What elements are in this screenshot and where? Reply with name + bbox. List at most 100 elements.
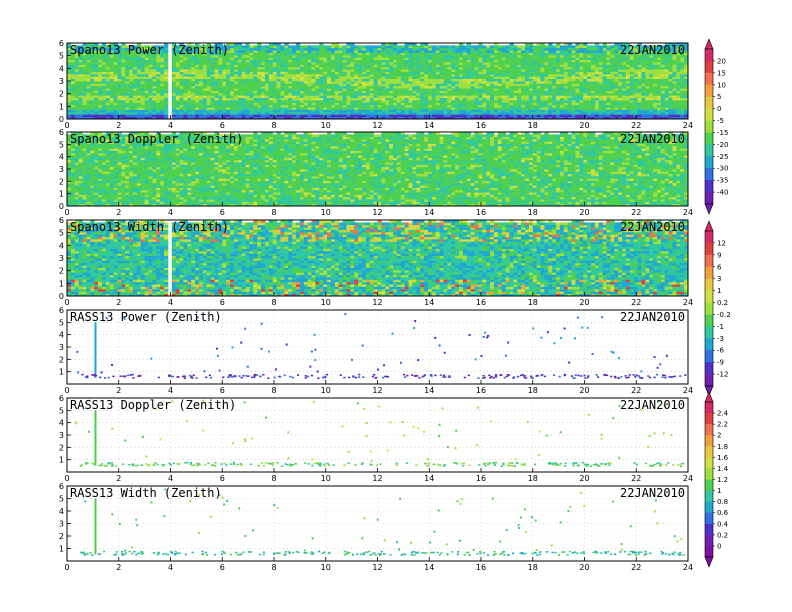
heatmap-cell (136, 90, 142, 94)
heatmap-cell (443, 54, 448, 58)
heatmap-cell (136, 69, 142, 72)
heatmap-cell (330, 109, 336, 113)
heatmap-cell (594, 76, 600, 80)
heatmap-cell (350, 97, 355, 101)
heatmap-cell (451, 81, 456, 84)
heatmap-cell (625, 54, 631, 58)
heatmap-cell (249, 95, 254, 99)
heatmap-cell (552, 76, 557, 80)
heatmap-cell (164, 52, 169, 56)
heatmap-cell (455, 66, 460, 70)
heatmap-cell (664, 57, 669, 61)
heatmap-cell (680, 54, 685, 58)
heatmap-cell (369, 109, 375, 113)
heatmap-cell (614, 50, 619, 53)
heatmap-cell (346, 52, 351, 56)
heatmap-cell (70, 64, 76, 68)
heatmap-cell (385, 66, 390, 70)
heatmap-cell (509, 54, 514, 58)
heatmap-cell (377, 71, 382, 75)
heatmap-cell (303, 100, 309, 103)
heatmap-cell (540, 45, 545, 49)
heatmap-cell (583, 90, 588, 94)
heatmap-cell (187, 43, 192, 46)
heatmap-cell (664, 85, 669, 89)
heatmap-cell (323, 59, 328, 63)
heatmap-cell (198, 92, 204, 96)
heatmap-cell (408, 52, 413, 56)
heatmap-cell (160, 59, 165, 63)
heatmap-cell (82, 57, 87, 61)
heatmap-cell (660, 73, 666, 77)
heatmap-cell (257, 78, 262, 82)
heatmap-cell (307, 76, 312, 80)
heatmap-cell (342, 71, 347, 75)
heatmap-cell (90, 64, 95, 68)
heatmap-cell (598, 111, 604, 115)
heatmap-cell (474, 116, 479, 120)
heatmap-cell (381, 81, 386, 84)
heatmap-cell (618, 111, 623, 115)
heatmap-cell (164, 71, 169, 75)
heatmap-cell (521, 59, 526, 63)
heatmap-cell (637, 111, 642, 115)
heatmap-cell (164, 97, 169, 101)
heatmap-cell (377, 62, 382, 65)
heatmap-cell (373, 109, 378, 113)
heatmap-cell (140, 57, 146, 61)
heatmap-cell (132, 81, 138, 84)
heatmap-cell (660, 111, 666, 115)
heatmap-cell (129, 54, 134, 58)
heatmap-cell (284, 47, 289, 51)
heatmap-cell (606, 52, 611, 56)
heatmap-cell (521, 97, 526, 101)
heatmap-cell (544, 66, 549, 70)
heatmap-cell (393, 95, 398, 99)
heatmap-cell (129, 62, 134, 65)
heatmap-cell (435, 59, 440, 63)
heatmap-cell (493, 73, 499, 77)
heatmap-cell (152, 76, 157, 80)
heatmap-cell (606, 62, 611, 65)
heatmap-cell (272, 62, 277, 65)
heatmap-cell (524, 102, 530, 106)
heatmap-cell (393, 43, 398, 46)
heatmap-cell (435, 47, 440, 51)
heatmap-cell (257, 59, 262, 63)
heatmap-cell (451, 76, 456, 80)
heatmap-cell (389, 85, 394, 89)
heatmap-cell (571, 59, 576, 63)
heatmap-cell (218, 62, 223, 65)
heatmap-cell (567, 114, 572, 118)
heatmap-cell (676, 64, 681, 68)
heatmap-cell (369, 59, 375, 63)
heatmap-cell (327, 95, 332, 99)
heatmap-cell (113, 59, 118, 63)
heatmap-cell (587, 57, 592, 61)
heatmap-cell (202, 107, 208, 110)
heatmap-cell (618, 85, 623, 89)
heatmap-cell (144, 54, 149, 58)
heatmap-cell (497, 97, 503, 101)
heatmap-cell (598, 83, 604, 87)
heatmap-cell (637, 73, 642, 77)
heatmap-cell (594, 43, 600, 46)
heatmap-cell (544, 116, 549, 120)
heatmap-cell (241, 104, 246, 108)
heatmap-cell (105, 59, 111, 63)
heatmap-cell (94, 107, 99, 110)
heatmap-cell (327, 92, 332, 96)
heatmap-cell (443, 64, 448, 68)
heatmap-cell (443, 83, 448, 87)
heatmap-cell (257, 50, 262, 53)
heatmap-cell (319, 47, 324, 51)
heatmap-cell (618, 90, 623, 94)
heatmap-cell (396, 69, 402, 72)
heatmap-cell (587, 59, 592, 63)
heatmap-cell (583, 100, 588, 103)
heatmap-cell (524, 43, 530, 46)
heatmap-cell (338, 69, 343, 72)
heatmap-cell (459, 97, 464, 101)
heatmap-cell (307, 100, 312, 103)
heatmap-cell (416, 59, 421, 63)
